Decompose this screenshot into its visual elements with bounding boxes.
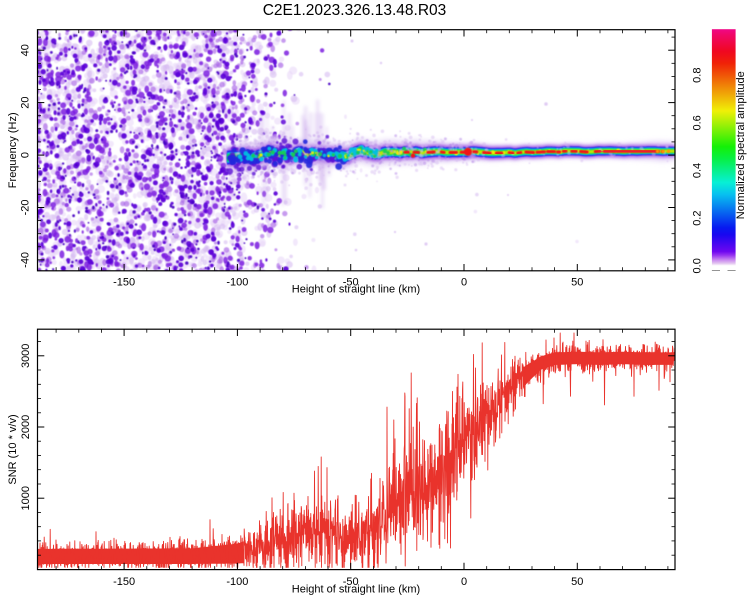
svg-text:0.0: 0.0 <box>691 258 703 273</box>
svg-text:SNR (10 * v/v): SNR (10 * v/v) <box>7 414 19 484</box>
svg-text:0: 0 <box>19 152 31 158</box>
svg-text:-100: -100 <box>226 576 248 588</box>
svg-text:-40: -40 <box>19 252 31 268</box>
svg-text:0.2: 0.2 <box>691 211 703 226</box>
svg-text:-150: -150 <box>113 576 135 588</box>
svg-text:0.6: 0.6 <box>691 115 703 130</box>
svg-text:Frequency (Hz): Frequency (Hz) <box>7 112 19 188</box>
svg-text:C2E1.2023.326.13.48.R03: C2E1.2023.326.13.48.R03 <box>263 2 447 19</box>
svg-text:50: 50 <box>571 576 583 588</box>
svg-text:0.8: 0.8 <box>691 68 703 83</box>
svg-text:Normalized spectral amplitude: Normalized spectral amplitude <box>735 71 747 219</box>
svg-text:-50: -50 <box>343 276 359 288</box>
svg-text:3000: 3000 <box>20 344 32 368</box>
svg-text:Height of straight line (km): Height of straight line (km) <box>292 584 420 596</box>
svg-text:0: 0 <box>461 276 467 288</box>
svg-text:20: 20 <box>19 97 31 109</box>
svg-text:0: 0 <box>461 576 467 588</box>
svg-text:-150: -150 <box>113 276 135 288</box>
svg-text:0.4: 0.4 <box>691 163 703 178</box>
svg-text:-50: -50 <box>343 576 359 588</box>
svg-text:-20: -20 <box>19 200 31 216</box>
svg-text:50: 50 <box>571 276 583 288</box>
svg-text:1000: 1000 <box>20 486 32 510</box>
svg-text:-100: -100 <box>226 276 248 288</box>
svg-text:Height of straight line (km): Height of straight line (km) <box>292 284 420 296</box>
svg-text:40: 40 <box>19 44 31 56</box>
svg-text:2000: 2000 <box>20 415 32 439</box>
